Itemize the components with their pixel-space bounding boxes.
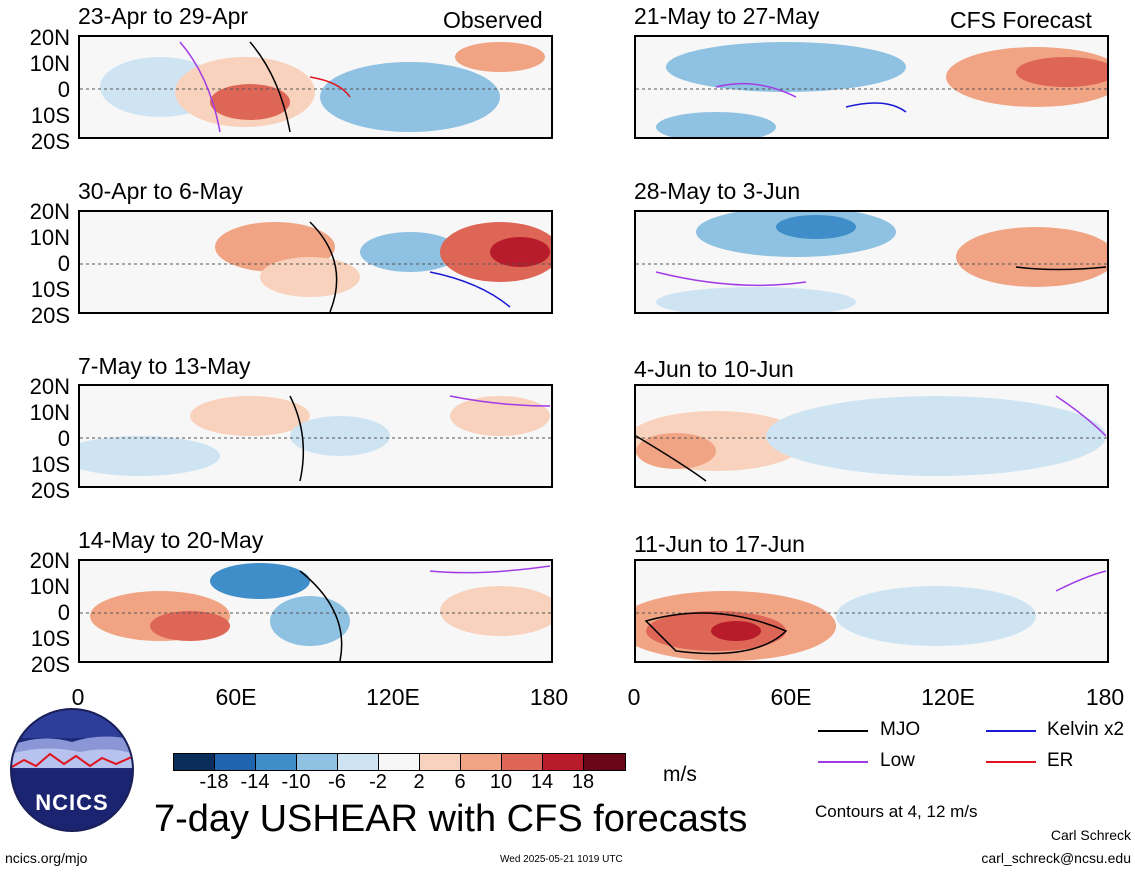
lat-10s: 10S xyxy=(30,103,70,128)
lat-20s: 20S xyxy=(30,129,70,154)
colorbar-swatch xyxy=(378,753,420,771)
colorbar-label: -14 xyxy=(240,771,270,793)
map-panel-4 xyxy=(634,210,1109,314)
lat-20s: 20S xyxy=(30,478,70,503)
panel-title-2: 21-May to 27-May xyxy=(634,3,820,29)
lon-60e-right: 60E xyxy=(770,684,812,710)
lat-eq: 0 xyxy=(57,426,70,451)
lat-eq: 0 xyxy=(57,600,70,625)
footer-url[interactable]: ncics.org/mjo xyxy=(5,850,88,866)
lat-10n: 10N xyxy=(29,51,70,76)
panel-title-1: 23-Apr to 29-Apr xyxy=(78,3,249,29)
footer-author: Carl Schreck xyxy=(1050,827,1131,843)
colorbar-swatch xyxy=(542,753,584,771)
colorbar-label: -10 xyxy=(281,771,311,793)
lat-10s: 10S xyxy=(30,626,70,651)
lon-0-left: 0 xyxy=(71,684,85,710)
colorbar-swatch xyxy=(501,753,543,771)
lon-120e-left: 120E xyxy=(366,684,420,710)
lat-10s: 10S xyxy=(30,277,70,302)
colorbar-label: 2 xyxy=(413,771,425,793)
lon-180-right: 180 xyxy=(1085,684,1125,710)
ncics-logo: NCICS xyxy=(10,708,134,832)
map-panel-7 xyxy=(78,559,553,663)
main-title: 7-day USHEAR with CFS forecasts xyxy=(154,798,748,840)
footer-email[interactable]: carl_schreck@ncsu.edu xyxy=(981,850,1131,866)
lat-10n: 10N xyxy=(29,400,70,425)
colorbar-swatch xyxy=(173,753,215,771)
map-panel-3 xyxy=(78,210,553,314)
lat-20n: 20N xyxy=(29,25,70,50)
lat-20s: 20S xyxy=(30,652,70,677)
observed-tag: Observed xyxy=(443,7,543,33)
lat-20s: 20S xyxy=(30,303,70,328)
colorbar-swatch xyxy=(583,753,626,771)
map-panel-6 xyxy=(634,384,1109,488)
panel-title-3: 30-Apr to 6-May xyxy=(78,178,243,204)
panel-title-6: 4-Jun to 10-Jun xyxy=(634,356,794,382)
lat-10s: 10S xyxy=(30,452,70,477)
lat-eq: 0 xyxy=(57,77,70,102)
panel-title-8: 11-Jun to 17-Jun xyxy=(634,531,805,557)
lat-10n: 10N xyxy=(29,574,70,599)
map-panel-5 xyxy=(78,384,553,488)
colorbar-label: -18 xyxy=(199,771,229,793)
lat-10n: 10N xyxy=(29,225,70,250)
colorbar-label: 10 xyxy=(489,771,513,793)
colorbar-label: 14 xyxy=(530,771,554,793)
panel-title-7: 14-May to 20-May xyxy=(78,527,264,553)
lat-eq: 0 xyxy=(57,251,70,276)
panel-title-4: 28-May to 3-Jun xyxy=(634,178,801,204)
colorbar-label: 18 xyxy=(571,771,595,793)
colorbar-label: 6 xyxy=(454,771,466,793)
legend-label-mjo: MJO xyxy=(880,719,921,740)
colorbar-swatch xyxy=(296,753,338,771)
legend-swatch-low xyxy=(818,761,868,763)
map-panel-1 xyxy=(78,35,553,139)
colorbar-units: m/s xyxy=(663,763,697,786)
lat-20n: 20N xyxy=(29,374,70,399)
colorbar-swatch xyxy=(460,753,502,771)
lat-20n: 20N xyxy=(29,199,70,224)
lon-180-left: 180 xyxy=(529,684,569,710)
lon-60e-left: 60E xyxy=(215,684,257,710)
colorbar-label: -6 xyxy=(328,771,346,793)
legend-label-er: ER xyxy=(1047,750,1074,771)
colorbar-swatch xyxy=(419,753,461,771)
lon-0-right: 0 xyxy=(627,684,641,710)
colorbar-swatch xyxy=(337,753,379,771)
legend-label-low: Low xyxy=(880,750,915,771)
logo-text: NCICS xyxy=(35,790,109,815)
colorbar-label: -2 xyxy=(369,771,387,793)
map-panel-8 xyxy=(634,559,1109,663)
legend-swatch-er xyxy=(986,761,1036,763)
legend-swatch-kelvin xyxy=(986,730,1036,732)
contours-note: Contours at 4, 12 m/s xyxy=(815,802,978,821)
cfs-forecast-tag: CFS Forecast xyxy=(950,7,1092,33)
legend-label-kelvin: Kelvin x2 xyxy=(1047,719,1125,740)
panel-title-5: 7-May to 13-May xyxy=(78,353,251,379)
map-panel-2 xyxy=(634,35,1109,139)
legend-swatch-mjo xyxy=(818,730,868,732)
lat-20n: 20N xyxy=(29,548,70,573)
colorbar-swatch xyxy=(214,753,256,771)
colorbar-swatch xyxy=(255,753,297,771)
lon-120e-right: 120E xyxy=(921,684,975,710)
footer-timestamp: Wed 2025-05-21 1019 UTC xyxy=(500,854,623,865)
